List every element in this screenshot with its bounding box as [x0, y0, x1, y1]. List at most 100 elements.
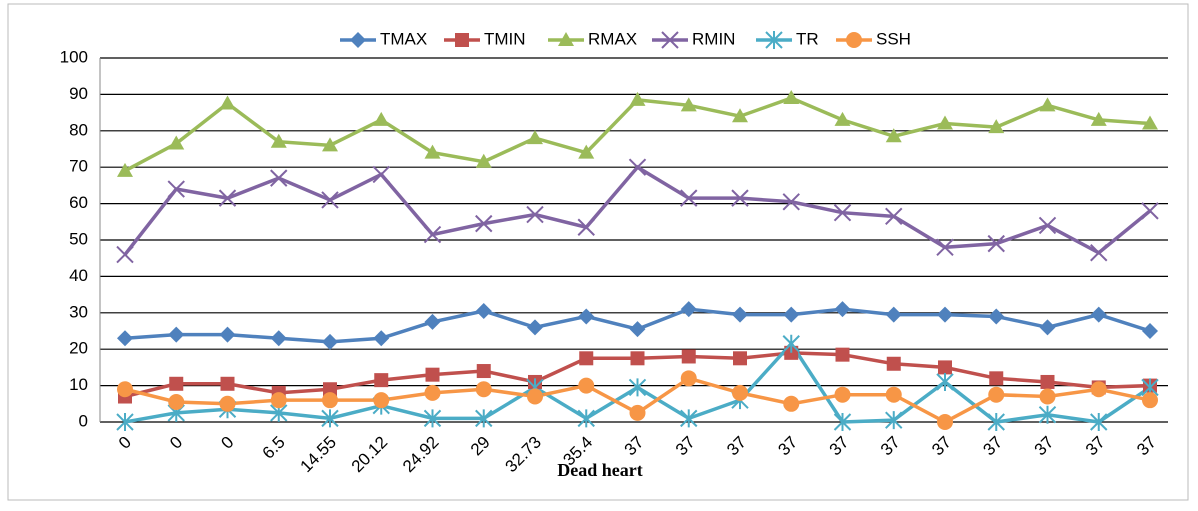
marker	[424, 313, 441, 330]
marker	[835, 347, 850, 362]
marker	[629, 321, 646, 338]
marker	[1039, 319, 1056, 336]
marker	[455, 33, 469, 47]
marker	[731, 189, 749, 207]
legend-label: TMIN	[484, 29, 526, 48]
marker	[578, 308, 595, 325]
marker	[1090, 413, 1108, 431]
marker	[783, 395, 800, 412]
marker	[527, 319, 543, 336]
y-tick-label: 50	[69, 229, 88, 248]
marker	[661, 31, 679, 49]
marker	[989, 371, 1004, 386]
marker	[938, 360, 952, 375]
y-tick-label: 80	[69, 120, 88, 139]
marker	[1040, 374, 1055, 389]
marker	[169, 376, 184, 391]
marker	[765, 31, 783, 49]
y-tick-label: 10	[69, 375, 88, 394]
legend-label: RMAX	[588, 29, 637, 48]
y-tick-label: 60	[69, 193, 88, 212]
marker	[680, 301, 697, 318]
marker	[1039, 97, 1056, 112]
legend-label: SSH	[876, 29, 911, 48]
marker	[936, 372, 954, 391]
marker	[937, 306, 953, 323]
marker	[526, 205, 544, 224]
marker	[1038, 216, 1057, 235]
marker	[219, 95, 236, 110]
marker	[885, 306, 902, 323]
marker	[680, 189, 698, 207]
marker	[681, 349, 696, 364]
marker	[782, 334, 800, 353]
marker	[373, 330, 390, 347]
marker	[374, 373, 389, 388]
marker	[937, 115, 953, 130]
x-axis-title: Dead heart	[557, 460, 642, 480]
marker	[937, 414, 953, 430]
marker	[424, 144, 441, 159]
marker	[732, 384, 748, 401]
y-tick-label: 70	[69, 157, 88, 176]
marker	[987, 413, 1005, 431]
marker	[783, 306, 800, 323]
chart-frame	[7, 3, 1189, 501]
marker	[167, 180, 185, 198]
marker	[527, 388, 543, 405]
marker	[577, 218, 595, 236]
marker	[423, 225, 442, 244]
marker	[168, 326, 185, 343]
marker	[577, 409, 595, 428]
marker	[833, 203, 852, 222]
marker	[270, 392, 287, 409]
marker	[846, 32, 862, 48]
marker	[834, 386, 851, 403]
marker	[270, 169, 288, 187]
marker	[988, 386, 1005, 403]
marker	[886, 356, 901, 371]
marker	[733, 351, 747, 366]
marker	[270, 133, 287, 148]
marker	[372, 165, 390, 184]
marker	[782, 193, 800, 211]
marker	[350, 32, 366, 48]
y-tick-label: 20	[69, 339, 88, 358]
marker	[321, 409, 339, 428]
y-tick-label: 90	[69, 84, 88, 103]
marker	[558, 32, 574, 46]
marker	[475, 214, 493, 233]
marker	[578, 144, 595, 159]
marker	[527, 130, 543, 145]
marker	[834, 301, 851, 318]
marker	[322, 137, 338, 152]
marker	[270, 330, 287, 347]
marker	[168, 135, 185, 150]
marker	[323, 382, 337, 397]
y-tick-label: 40	[69, 266, 88, 285]
marker	[988, 308, 1005, 325]
marker	[628, 158, 647, 176]
marker	[373, 111, 390, 126]
marker	[987, 234, 1005, 253]
marker	[784, 345, 799, 360]
marker	[833, 413, 852, 431]
marker	[680, 370, 697, 387]
marker	[1090, 381, 1107, 398]
legend-label: TR	[796, 29, 819, 48]
marker	[373, 392, 390, 409]
marker	[475, 302, 492, 319]
marker	[423, 409, 442, 428]
marker	[322, 333, 338, 350]
marker	[117, 162, 133, 177]
marker	[321, 191, 339, 209]
marker	[219, 326, 236, 343]
marker	[475, 381, 492, 398]
marker	[630, 351, 645, 366]
marker	[680, 409, 698, 428]
marker	[732, 108, 748, 123]
marker	[680, 97, 697, 112]
marker	[476, 364, 491, 379]
marker	[220, 376, 235, 391]
